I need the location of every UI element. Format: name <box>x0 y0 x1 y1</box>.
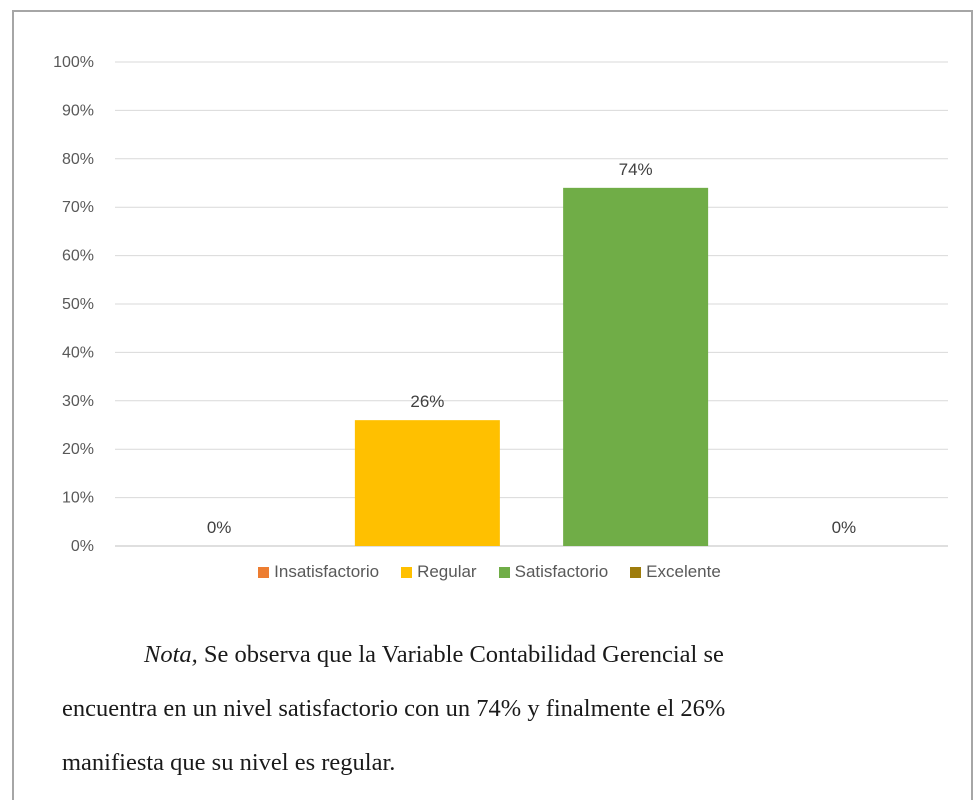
note-line-3: manifiesta que su nivel es regular. <box>62 749 396 776</box>
figure-frame <box>12 10 973 800</box>
y-tick-label: 90% <box>62 102 94 119</box>
legend-item: Excelente <box>630 562 721 582</box>
data-label: 74% <box>619 160 653 179</box>
legend-label: Regular <box>417 562 477 581</box>
bar-satisfactorio <box>563 187 709 546</box>
gridlines <box>115 61 948 547</box>
legend-swatch <box>258 566 270 578</box>
y-tick-label: 100% <box>53 54 94 71</box>
y-tick-label: 80% <box>62 151 94 168</box>
legend-label: Excelente <box>646 562 721 581</box>
data-labels: 0% 26% 74% 0% <box>207 160 856 537</box>
bars <box>354 187 709 546</box>
bar-chart: 0% 10% 20% 30% 40% 50% 60% 70% 80% 90% 100% 0% 26% 7… <box>53 54 948 555</box>
legend-item: Regular <box>401 562 477 582</box>
y-tick-label: 60% <box>62 248 94 265</box>
chart-legend: Insatisfactorio Regular Satisfactorio Excel… <box>0 562 979 582</box>
y-tick-label: 40% <box>62 344 94 361</box>
y-tick-label: 30% <box>62 393 94 410</box>
bar-regular <box>354 420 500 546</box>
y-tick-label: 70% <box>62 199 94 216</box>
legend-swatch <box>498 566 510 578</box>
legend-swatch <box>630 566 642 578</box>
y-tick-label: 50% <box>62 296 94 313</box>
figure-note: Nota, Se observa que la Variable Contabi… <box>62 628 942 790</box>
legend-label: Insatisfactorio <box>274 562 380 581</box>
note-label: Nota, <box>144 641 198 668</box>
legend-label: Satisfactorio <box>514 562 609 581</box>
data-label: 0% <box>832 518 857 537</box>
note-line-1: Se observa que la Variable Contabilidad … <box>197 641 724 668</box>
y-tick-label: 0% <box>71 538 94 555</box>
legend-item: Insatisfactorio <box>258 562 379 582</box>
legend-item: Satisfactorio <box>498 562 609 582</box>
data-label: 0% <box>207 518 232 537</box>
y-axis-tick-labels: 0% 10% 20% 30% 40% 50% 60% 70% 80% 90% 100% <box>53 54 94 555</box>
y-tick-label: 10% <box>62 490 94 507</box>
data-label: 26% <box>410 392 444 411</box>
y-tick-label: 20% <box>62 441 94 458</box>
note-line-2: encuentra en un nivel satisfactorio con … <box>62 695 726 722</box>
legend-swatch <box>401 566 413 578</box>
